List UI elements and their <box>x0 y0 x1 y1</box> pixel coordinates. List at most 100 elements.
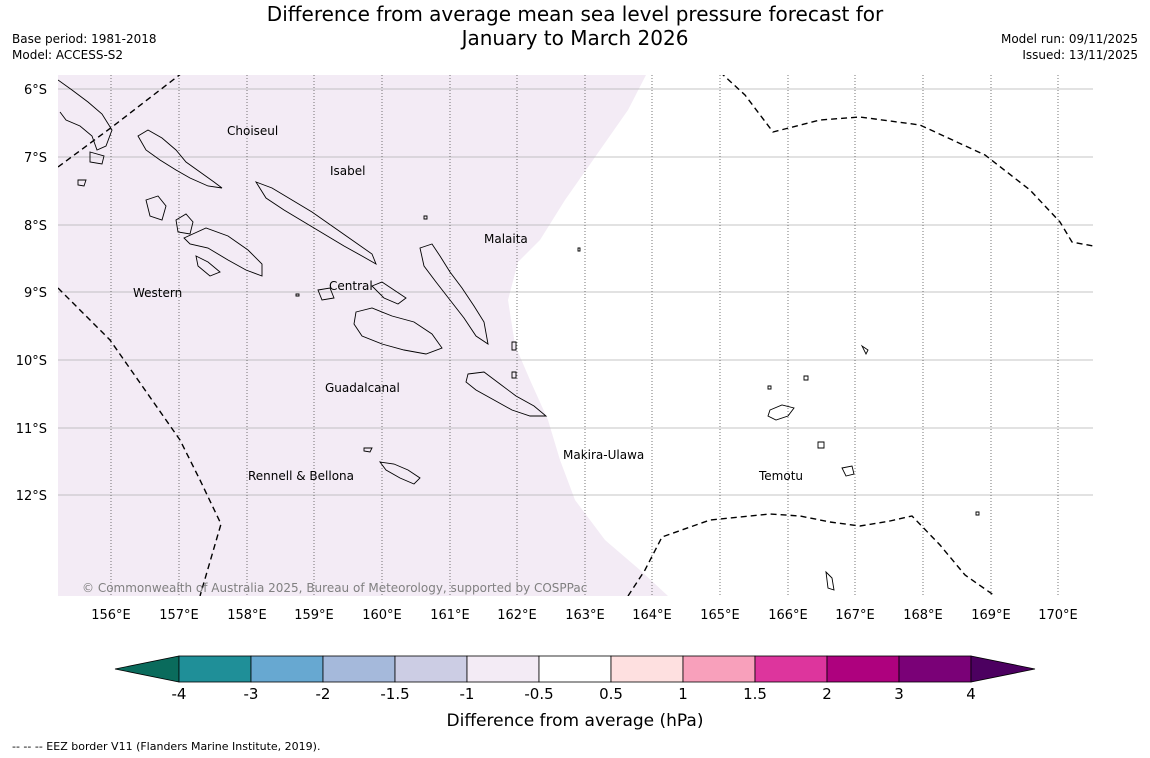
title-line-2: January to March 2026 <box>461 26 689 50</box>
lon-label: 162°E <box>497 608 537 623</box>
island-santa-cruz <box>767 404 795 421</box>
island-ulawa <box>511 341 517 351</box>
lat-label: 6°S <box>24 83 47 98</box>
metadata-left: Base period: 1981-2018 Model: ACCESS-S2 <box>12 31 157 63</box>
colorbar-tick-label: 3 <box>894 685 904 703</box>
colorbar-band <box>754 655 828 683</box>
island-small-3 <box>295 293 300 297</box>
island-choiseul <box>137 129 223 189</box>
colorbar-band <box>826 655 900 683</box>
island-anuta <box>975 511 980 516</box>
colorbar <box>114 655 1036 683</box>
copyright-notice: © Commonwealth of Australia 2025, Bureau… <box>82 581 587 595</box>
colorbar-tick-label: 4 <box>966 685 976 703</box>
lat-label: 9°S <box>24 286 47 301</box>
colorbar-band <box>322 655 396 683</box>
colorbar-below-min-arrow <box>114 655 180 683</box>
eez-border-east <box>722 75 1093 247</box>
base-period: Base period: 1981-2018 <box>12 32 157 46</box>
colorbar-band <box>250 655 324 683</box>
region-label-malaita: Malaita <box>484 232 528 246</box>
colorbar-tick-label: -3 <box>244 685 259 703</box>
colorbar-tick-label: 0.5 <box>599 685 623 703</box>
island-rennell <box>378 461 421 485</box>
lon-label: 170°E <box>1038 608 1078 623</box>
island-utupua <box>817 441 825 449</box>
region-label-isabel: Isabel <box>330 164 365 178</box>
colorbar-tick-label: 2 <box>822 685 832 703</box>
metadata-right: Model run: 09/11/2025 Issued: 13/11/2025 <box>1001 31 1138 63</box>
island-new-georgia <box>183 227 263 277</box>
island-uki <box>511 371 517 379</box>
model-run-date: Model run: 09/11/2025 <box>1000 32 1138 46</box>
lon-label: 165°E <box>700 608 740 623</box>
title-line-1: Difference from average mean sea level p… <box>266 2 884 26</box>
colorbar-tick-label: -4 <box>172 685 187 703</box>
colorbar-title: Difference from average (hPa) <box>447 711 704 731</box>
lon-label: 159°E <box>294 608 334 623</box>
island-small-4 <box>767 385 772 390</box>
lon-label: 158°E <box>227 608 267 623</box>
eez-borders <box>58 75 1093 596</box>
lon-label: 167°E <box>835 608 875 623</box>
region-label-makira-ulawa: Makira-Ulawa <box>563 448 644 462</box>
colorbar-band <box>610 655 684 683</box>
lon-label: 161°E <box>430 608 470 623</box>
island-makira <box>465 371 548 417</box>
island-isabel <box>254 181 377 266</box>
colorbar-tick-label: -1.5 <box>380 685 409 703</box>
anomaly-shading-region <box>58 75 668 596</box>
lon-label: 164°E <box>632 608 672 623</box>
gridlines <box>58 75 1093 596</box>
colorbar-band <box>394 655 468 683</box>
colorbar-band <box>898 655 972 683</box>
colorbar-band <box>466 655 540 683</box>
colorbar-band <box>682 655 756 683</box>
colorbar-band <box>178 655 252 683</box>
lon-label: 163°E <box>565 608 605 623</box>
island-bougainville <box>58 79 113 151</box>
island-sikaiana <box>577 247 581 252</box>
lat-label: 8°S <box>24 219 47 234</box>
colorbar-band <box>538 655 612 683</box>
island-guadalcanal <box>353 307 443 355</box>
region-label-central: Central <box>329 279 373 293</box>
island-small-northwest <box>89 151 105 165</box>
eez-border-south <box>627 513 996 596</box>
coastlines <box>58 79 980 591</box>
chart-title: Difference from average mean sea level p… <box>0 2 1150 50</box>
island-tikopia <box>825 570 835 591</box>
longitude-labels: 156°E 157°E 158°E 159°E 160°E 161°E 162°… <box>91 608 1078 623</box>
lat-label: 12°S <box>16 489 47 504</box>
region-label-western: Western <box>133 286 182 300</box>
island-bellona <box>363 447 373 453</box>
island-small-2 <box>77 179 87 187</box>
colorbar-tick-label: -2 <box>316 685 331 703</box>
island-malaita <box>419 243 489 345</box>
region-label-temotu: Temotu <box>758 469 803 483</box>
island-ontong <box>423 215 428 220</box>
eez-border-southwest <box>58 287 222 596</box>
lon-label: 168°E <box>903 608 943 623</box>
issued-date: Issued: 13/11/2025 <box>1022 48 1138 62</box>
lon-label: 166°E <box>768 608 808 623</box>
lon-label: 169°E <box>971 608 1011 623</box>
region-label-guadalcanal: Guadalcanal <box>325 381 400 395</box>
region-label-choiseul: Choiseul <box>227 124 278 138</box>
region-labels: Choiseul Isabel Malaita Western Central … <box>133 124 803 483</box>
model-name: Model: ACCESS-S2 <box>12 48 124 62</box>
colorbar-tick-label: 1.5 <box>743 685 767 703</box>
colorbar-tick-label: -1 <box>460 685 475 703</box>
colorbar-tick-labels: -4 -3 -2 -1.5 -1 -0.5 0.5 1 1.5 2 3 4 <box>172 685 976 703</box>
lon-label: 160°E <box>362 608 402 623</box>
island-duff <box>860 344 869 356</box>
island-russell <box>317 287 335 301</box>
island-rendova <box>195 255 221 277</box>
lat-label: 11°S <box>16 422 47 437</box>
lon-label: 157°E <box>159 608 199 623</box>
lat-label: 7°S <box>24 151 47 166</box>
colorbar-tick-label: 1 <box>678 685 688 703</box>
lon-label: 156°E <box>91 608 131 623</box>
colorbar-tick-label: -0.5 <box>524 685 553 703</box>
